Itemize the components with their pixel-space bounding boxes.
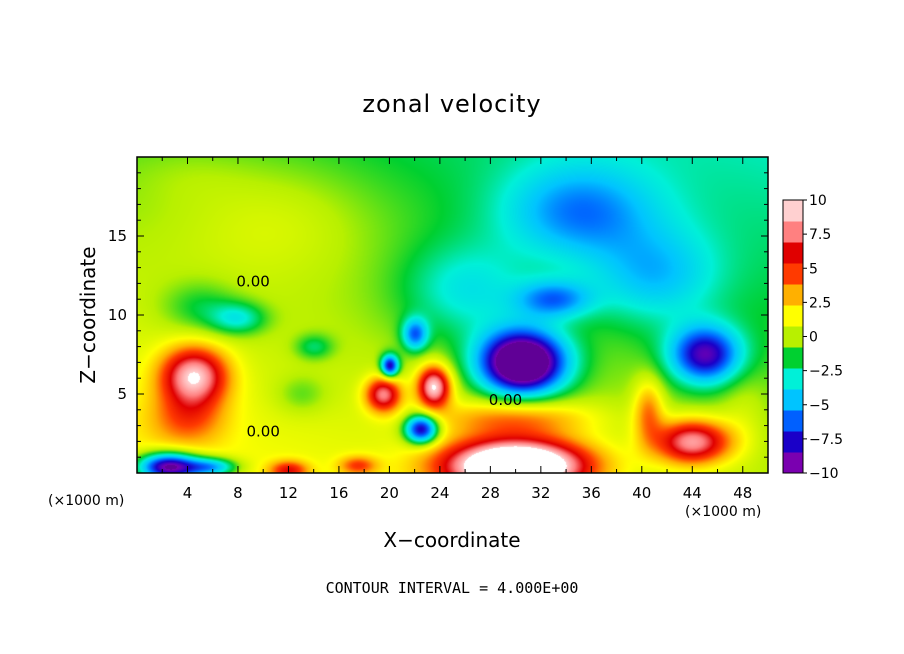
colorbar-swatch <box>783 389 803 411</box>
x-tick-label: 4 <box>183 484 193 502</box>
contour-label: 0.00 <box>246 423 279 441</box>
y-tick-label: 5 <box>117 385 127 403</box>
x-axis-label: X−coordinate <box>383 528 520 552</box>
colorbar-tick-label: −5 <box>809 398 830 414</box>
chart-title: zonal velocity <box>362 90 541 118</box>
plot-area: 0.00 0.00 0.00 <box>136 156 769 474</box>
x-axis: 4 8 12 16 20 24 28 32 36 40 44 48 <box>161 157 752 502</box>
x-tick-label: 24 <box>430 484 449 502</box>
colorbar-tick-label: −2.5 <box>809 364 843 380</box>
colorbar-swatch <box>783 221 803 243</box>
colorbar-swatch <box>783 368 803 390</box>
y-axis-label: Z−coordinate <box>76 246 100 383</box>
contour-labels: 0.00 0.00 0.00 <box>236 273 522 441</box>
colorbar-tick-label: 0 <box>809 330 818 346</box>
colorbar-swatch <box>783 284 803 306</box>
y-tick-label: 15 <box>108 227 127 245</box>
colorbar-tick-label: 10 <box>809 193 827 209</box>
colorbar-swatch <box>783 431 803 453</box>
contour-label: 0.00 <box>236 273 269 291</box>
colorbar-swatch <box>783 410 803 432</box>
y-tick-label: 10 <box>108 306 127 324</box>
x-tick-label: 16 <box>329 484 348 502</box>
colorbar-swatch <box>783 305 803 327</box>
contour-interval-note: CONTOUR INTERVAL = 4.000E+00 <box>326 579 579 597</box>
x-tick-label: 40 <box>632 484 651 502</box>
x-tick-label: 32 <box>531 484 550 502</box>
x-tick-label: 48 <box>733 484 752 502</box>
colorbar-swatch <box>783 326 803 348</box>
x-tick-label: 28 <box>481 484 500 502</box>
x-tick-label: 8 <box>233 484 243 502</box>
colorbar-tick-label: −7.5 <box>809 432 843 448</box>
x-tick-label: 20 <box>380 484 399 502</box>
colorbar-swatch <box>783 242 803 264</box>
x-unit-label-right: (×1000 m) <box>685 504 761 520</box>
colorbar-tick-label: 7.5 <box>809 227 831 243</box>
heatmap-field <box>137 157 768 473</box>
colorbar-swatch <box>783 452 803 474</box>
colorbar-tick-label: 5 <box>809 261 818 277</box>
y-axis: 5 10 15 <box>108 172 768 458</box>
x-tick-label: 36 <box>582 484 601 502</box>
colorbar-swatch <box>783 347 803 369</box>
x-unit-label-left: (×1000 m) <box>48 493 124 509</box>
x-tick-label: 12 <box>279 484 298 502</box>
colorbar-tick-label: 2.5 <box>809 295 831 311</box>
colorbar: 10 7.5 5 2.5 0 −2.5 −5 −7.5 −10 <box>782 193 843 482</box>
x-tick-label: 44 <box>683 484 702 502</box>
contour-label: 0.00 <box>489 391 522 409</box>
colorbar-tick-label: −10 <box>809 466 839 482</box>
colorbar-swatch <box>783 263 803 285</box>
colorbar-swatch <box>783 200 803 222</box>
